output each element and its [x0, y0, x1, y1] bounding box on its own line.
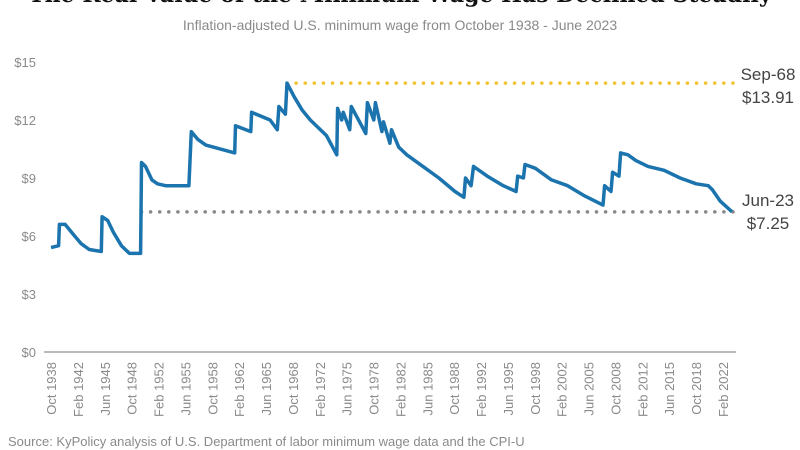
x-tick-label: Feb 1972: [313, 362, 328, 417]
chart-title: The Real Value of the Minimum Wage Has D…: [0, 0, 800, 8]
x-tick-label: Oct 1978: [367, 362, 382, 415]
current-value-label: $7.25: [747, 214, 790, 233]
y-tick-label: $3: [22, 287, 36, 302]
x-tick-label: Oct 2008: [608, 362, 623, 415]
wage-series-line: [50, 81, 734, 256]
x-tick-label: Jun 1945: [98, 362, 113, 416]
y-tick-label: $9: [22, 171, 36, 186]
x-tick-label: Oct 2018: [689, 362, 704, 415]
x-tick-label: Jun 1985: [420, 362, 435, 416]
peak-date-label: Sep-68: [741, 65, 796, 84]
x-tick-label: Jun 2005: [582, 362, 597, 416]
x-tick-label: Feb 1962: [232, 362, 247, 417]
x-tick-label: Jun 2015: [662, 362, 677, 416]
x-tick-label: Feb 1992: [474, 362, 489, 417]
source-note: Source: KyPolicy analysis of U.S. Depart…: [8, 434, 525, 449]
x-tick-label: Feb 2002: [555, 362, 570, 417]
x-tick-label: Oct 1968: [286, 362, 301, 415]
current-date-label: Jun-23: [742, 191, 794, 210]
x-tick-label: Jun 1965: [259, 362, 274, 416]
x-tick-label: Feb 2022: [716, 362, 731, 417]
x-tick-label: Feb 1982: [393, 362, 408, 417]
x-tick-label: Jun 1955: [178, 362, 193, 416]
x-tick-label: Oct 1988: [447, 362, 462, 415]
peak-value-label: $13.91: [742, 88, 794, 107]
y-tick-label: $12: [14, 113, 36, 128]
y-tick-label: $0: [22, 345, 36, 360]
x-tick-label: Feb 1952: [152, 362, 167, 417]
x-tick-label: Oct 1938: [44, 362, 59, 415]
x-tick-label: Oct 1948: [125, 362, 140, 415]
y-tick-label: $15: [14, 55, 36, 70]
x-tick-label: Oct 1998: [528, 362, 543, 415]
y-tick-label: $6: [22, 229, 36, 244]
x-tick-label: Jun 1995: [501, 362, 516, 416]
chart-subtitle: Inflation-adjusted U.S. minimum wage fro…: [182, 17, 618, 33]
x-tick-label: Jun 1975: [340, 362, 355, 416]
x-tick-label: Feb 2012: [635, 362, 650, 417]
x-tick-label: Oct 1958: [205, 362, 220, 415]
x-tick-label: Feb 1942: [71, 362, 86, 417]
